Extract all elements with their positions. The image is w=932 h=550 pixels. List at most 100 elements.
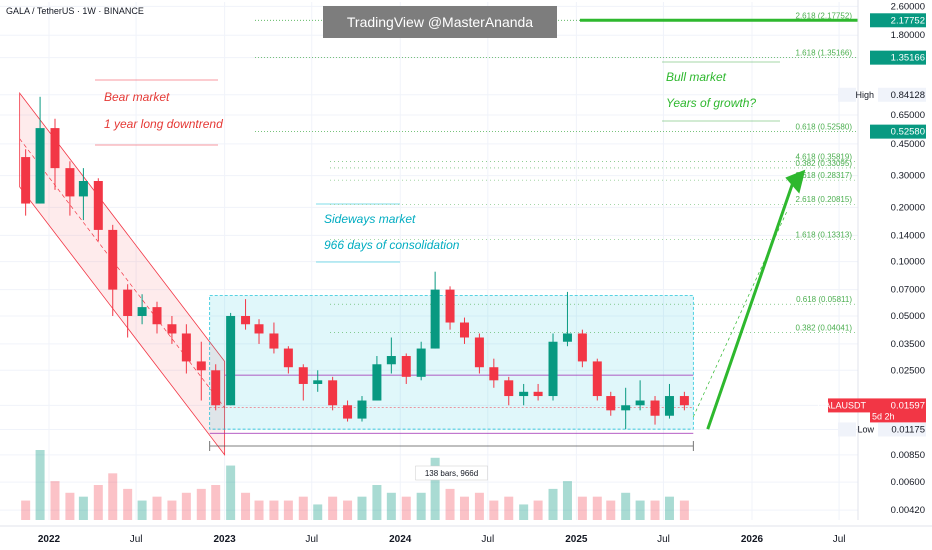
volume-bar <box>328 496 338 520</box>
price-tag-box <box>870 50 926 65</box>
volume-bar <box>474 492 484 520</box>
candle-body <box>152 307 162 325</box>
candle-body <box>35 128 45 204</box>
candle-body <box>254 324 264 334</box>
candle-body <box>298 367 308 384</box>
candle-body <box>606 396 616 411</box>
price-tag: 1.35166 <box>870 50 926 65</box>
bull-arrow-head <box>785 169 806 194</box>
volume-bar <box>430 457 440 520</box>
candles[interactable] <box>21 96 689 430</box>
fib-label: 0.618 (0.05811) <box>796 295 852 304</box>
candle-body <box>445 289 455 323</box>
trend-drawings: 138 bars, 966d <box>209 169 806 481</box>
x-tick-label: Jul <box>130 534 143 545</box>
volume-bar <box>577 496 587 520</box>
volume-bar <box>548 488 558 520</box>
y-tick-label: 1.80000 <box>891 30 925 41</box>
volume-bar <box>401 496 411 520</box>
range-label-box <box>415 465 488 481</box>
fib-label: 4.618 (0.35819) <box>796 153 853 162</box>
volume-bar <box>211 485 221 520</box>
candle-body <box>592 361 602 397</box>
volume-bar <box>241 492 251 520</box>
y-tick-label: 0.10000 <box>891 257 925 268</box>
candle-body <box>50 128 60 169</box>
fib-label: 1.618 (0.13313) <box>796 230 853 239</box>
fib-label: 0.382 (0.33095) <box>796 159 853 168</box>
candle-body <box>562 333 572 342</box>
sideways-market-label: Sideways market <box>324 212 416 226</box>
volume-bar <box>504 496 514 520</box>
volume-bar <box>343 500 353 520</box>
price-tag-box <box>870 13 926 28</box>
y-tick-label: 0.14000 <box>891 230 925 241</box>
volume-bar <box>519 504 529 520</box>
volume-bar <box>313 504 323 520</box>
candle-body <box>167 324 177 334</box>
volume-bar <box>606 500 616 520</box>
candle-body <box>679 396 689 406</box>
hl-value: 0.84128 <box>891 90 925 101</box>
range-label: 138 bars, 966d <box>425 469 478 478</box>
volume-bars <box>21 450 689 520</box>
volume-bar <box>93 485 103 520</box>
x-tick-label: Jul <box>305 534 318 545</box>
x-tick-label: Jul <box>481 534 494 545</box>
bull-arrow <box>706 175 797 430</box>
candle-body <box>519 391 529 397</box>
bear-market-sub: 1 year long downtrend <box>104 117 223 131</box>
candle-body <box>241 315 251 325</box>
candle-body <box>196 361 206 371</box>
volume-bar <box>137 500 147 520</box>
watermark-badge: TradingView @MasterAnanda <box>323 6 557 38</box>
volume-bar <box>298 496 308 520</box>
price-tag-label: 1.35166 <box>891 53 925 64</box>
candle-body <box>621 405 631 411</box>
volume-bar <box>50 481 60 520</box>
bear-channel-mid <box>19 138 225 408</box>
volume-bar <box>679 500 689 520</box>
volume-bar <box>489 500 499 520</box>
x-tick-label: 2023 <box>214 534 237 545</box>
candle-body <box>137 307 147 316</box>
bull-market-sub: Years of growth? <box>666 96 757 110</box>
price-tag-box <box>870 398 926 423</box>
price-tag-label: 2.17752 <box>891 15 925 26</box>
high-label-box <box>838 87 856 102</box>
fib-label: 0.382 (0.04041) <box>796 324 853 333</box>
x-tick-label: 2024 <box>389 534 412 545</box>
volume-bar <box>35 450 45 520</box>
y-tick-label: 0.65000 <box>891 110 925 121</box>
candle-body <box>93 181 103 230</box>
x-tick-label: Jul <box>833 534 846 545</box>
symbol-tag-label: GALAUSDT <box>817 400 866 410</box>
candle-body <box>635 400 645 406</box>
projection-line <box>692 211 788 418</box>
volume-bar <box>123 488 133 520</box>
volume-bar <box>167 500 177 520</box>
candle-body <box>328 380 338 406</box>
y-tick-label: 0.03500 <box>891 339 925 350</box>
volume-bar <box>226 465 236 520</box>
sideways-market-sub: 966 days of consolidation <box>324 238 460 252</box>
volume-bar <box>152 496 162 520</box>
y-tick-label: 0.00850 <box>891 450 925 461</box>
volume-bar <box>357 496 367 520</box>
candle-body <box>650 400 660 416</box>
volume-bar <box>372 485 382 520</box>
volume-bar <box>533 500 543 520</box>
volume-bar <box>181 492 191 520</box>
volume-bar <box>635 500 645 520</box>
fib-label: 2.618 (0.20815) <box>796 195 853 204</box>
candle-body <box>489 367 499 381</box>
volume-bar <box>108 473 118 520</box>
candle-body <box>181 333 191 362</box>
candle-body <box>401 356 411 377</box>
hl-value-box <box>878 87 926 102</box>
y-tick-label: 0.45000 <box>891 139 925 150</box>
bear-channel <box>19 91 226 457</box>
price-tag-box <box>870 124 926 139</box>
